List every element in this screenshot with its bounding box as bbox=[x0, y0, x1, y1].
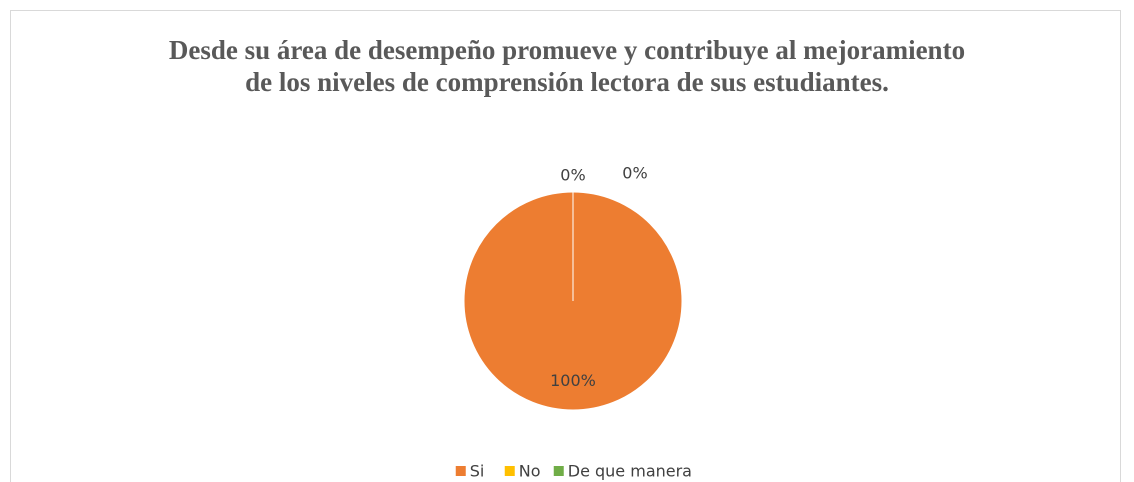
legend-swatch bbox=[504, 466, 515, 476]
data-label: 0% bbox=[560, 166, 585, 185]
legend-label: No bbox=[519, 462, 541, 481]
legend-swatch bbox=[455, 466, 466, 476]
legend-label: De que manera bbox=[568, 462, 692, 481]
legend-label: Si bbox=[470, 462, 485, 481]
chart-title: Desde su área de desempeño promueve y co… bbox=[168, 35, 966, 97]
data-label: 0% bbox=[622, 164, 647, 183]
data-label: 100% bbox=[550, 371, 596, 390]
legend-swatch bbox=[553, 466, 564, 476]
